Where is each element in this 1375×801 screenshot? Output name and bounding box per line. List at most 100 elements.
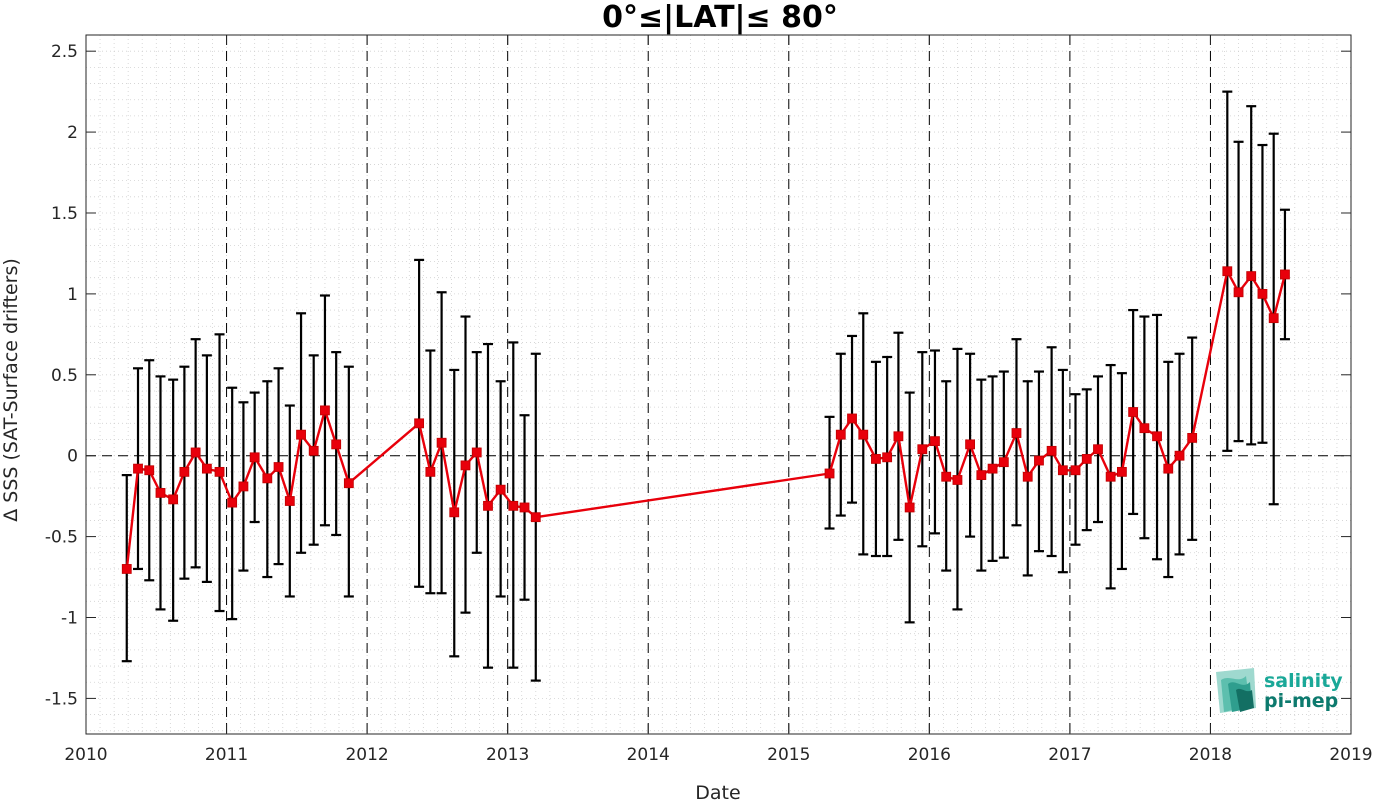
y-tick-label: -1 [61,609,78,629]
data-point-marker [1268,313,1279,324]
data-point-marker [201,463,212,474]
y-tick-label: -0.5 [45,528,78,548]
data-point-marker [1022,471,1033,482]
data-point-marker [835,429,846,440]
y-tick-label: 0.5 [51,366,78,386]
data-point-marker [155,488,166,498]
series-markers [121,266,1290,574]
y-tick-label: -1.5 [45,689,78,709]
x-tick-label: 2010 [64,745,107,765]
data-point-marker [1046,445,1057,456]
data-point-marker [436,437,447,448]
logo-line2: pi-mep [1264,690,1338,712]
data-point-marker [1011,428,1022,438]
data-point-marker [449,507,460,518]
data-point-marker [214,466,225,477]
data-point-marker [1105,471,1116,482]
data-point-marker [1152,431,1162,442]
data-point-marker [882,452,893,463]
data-point-marker [1222,266,1233,277]
data-point-marker [414,418,425,429]
data-point-marker [121,564,132,574]
y-tick-label: 1 [67,285,78,305]
data-point-marker [284,496,295,506]
data-point-marker [262,473,273,484]
data-point-marker [168,494,179,505]
data-point-marker [858,429,869,440]
data-point-marker [1057,465,1068,476]
x-tick-label: 2018 [1189,745,1232,765]
data-point-marker [847,413,857,424]
logo-line1: salinity [1264,670,1343,692]
x-tick-label: 2012 [345,745,388,765]
data-point-marker [1093,444,1103,455]
data-point-marker [1163,463,1174,474]
x-tick-label: 2011 [205,745,248,765]
plot-frame [85,34,1352,735]
data-point-marker [1070,465,1081,476]
data-point-marker [1116,466,1127,477]
data-point-marker [238,481,249,492]
data-point-marker [1139,423,1150,434]
data-point-marker [190,447,201,458]
data-point-marker [1174,450,1185,461]
data-point-marker [987,463,998,474]
data-point-marker [824,468,835,479]
x-axis-label: Date [695,782,740,801]
x-tick-label: 2019 [1329,745,1372,765]
data-point-marker [495,484,506,495]
data-point-marker [1246,271,1257,281]
y-axis-label: Δ SSS (SAT-Surface drifters) [0,258,22,522]
data-point-marker [460,460,471,471]
data-point-marker [179,466,190,477]
data-point-marker [227,497,238,508]
salinity-pi-mep-logo: salinity pi-mep [1216,668,1343,713]
data-point-marker [917,444,928,455]
data-point-marker [508,500,519,511]
data-point-marker [976,470,987,481]
data-point-marker [1128,407,1139,417]
data-point-marker [320,405,330,416]
data-point-marker [249,452,260,463]
data-point-marker [930,436,940,447]
data-point-marker [904,502,915,513]
data-point-marker [296,429,306,440]
x-tick-label: 2016 [908,745,951,765]
data-point-marker [1081,454,1092,464]
y-tick-label: 1.5 [51,204,78,224]
data-point-marker [998,457,1009,468]
data-point-marker [952,475,963,485]
x-tick-label: 2013 [486,745,529,765]
data-point-marker [941,471,952,482]
data-point-marker [308,445,319,456]
x-tick-label: 2014 [627,745,670,765]
y-tick-label: 2 [67,123,78,143]
data-point-marker [1257,288,1268,299]
data-point-marker [273,462,284,472]
data-point-marker [893,431,904,442]
x-tick-label: 2015 [767,745,810,765]
data-point-marker [519,502,530,513]
logo-wave-icon [1216,668,1256,713]
data-point-marker [343,478,354,489]
data-point-marker [1233,287,1244,298]
data-point-marker [530,512,541,523]
data-point-marker [471,447,482,458]
data-point-marker [425,466,436,477]
y-tick-label: 0 [67,447,78,467]
y-tick-label: 2.5 [51,42,78,62]
data-point-marker [144,465,155,476]
x-tick-label: 2017 [1048,745,1091,765]
grid [85,34,1352,734]
data-point-marker [133,463,143,474]
data-point-marker [871,454,881,464]
data-point-marker [331,439,342,450]
chart-title: 0°≤|LAT|≤ 80° [602,0,838,35]
data-point-marker [483,500,493,511]
data-point-marker [1034,455,1044,466]
data-point-marker [1187,432,1198,443]
data-point-marker [965,439,975,450]
data-point-marker [1280,269,1290,280]
